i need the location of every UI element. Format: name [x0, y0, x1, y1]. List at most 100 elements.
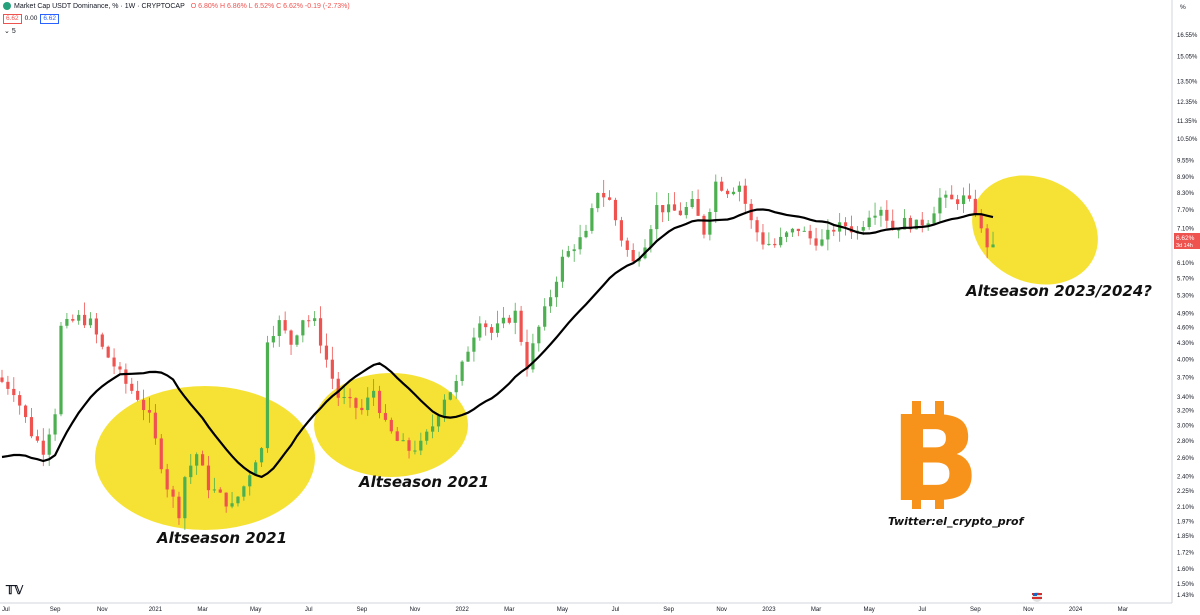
candle-body [501, 317, 506, 324]
candle-body [12, 388, 16, 396]
candle-body [377, 390, 382, 414]
candle-body [708, 211, 712, 235]
candle-body [885, 209, 889, 221]
candle-body [289, 330, 293, 345]
buy-price-box[interactable]: 6.62 [40, 14, 59, 24]
candle-body [478, 323, 482, 338]
candle-body [330, 359, 334, 379]
candle-body [94, 318, 98, 335]
candle-body [71, 318, 75, 321]
candle-body [549, 297, 553, 307]
price-tick-label: 1.60% [1177, 567, 1195, 573]
candle-body [183, 477, 187, 519]
candle-body [843, 222, 848, 227]
candle-body [401, 440, 405, 442]
candle-body [29, 417, 34, 437]
time-axis: Jul Sep Nov 2021 Mar May Jul Sep Nov 2022 Mar May Ju… [0, 602, 1172, 613]
candle-body [761, 232, 765, 245]
candle-body [431, 426, 435, 432]
candle-body [236, 496, 240, 504]
candle-body [472, 337, 476, 352]
time-tick-label: Jul [918, 607, 926, 613]
candle-body [578, 237, 582, 250]
candle-body [136, 390, 140, 400]
candle-body [820, 239, 824, 246]
annotation-altseason-2023: Altseason 2023/2024? [966, 282, 1152, 300]
candle-body [35, 436, 39, 441]
candle-body [602, 192, 606, 198]
candle-body [531, 343, 535, 370]
candle-body [277, 320, 281, 337]
price-tick-label: 1.97% [1177, 520, 1195, 526]
candle-body [773, 243, 777, 246]
candle-body [259, 448, 264, 463]
price-axis: % 16.55% 15.05% 13.50% 12.35% 11.35% 10.50% 9.5… [1171, 0, 1198, 603]
price-tick-label: 8.30% [1177, 191, 1195, 197]
time-tick-label: Nov [716, 607, 727, 613]
time-tick-label: May [863, 607, 874, 613]
candle-body [454, 381, 458, 393]
candle-body [991, 244, 995, 248]
candle-body [932, 213, 936, 224]
chart-title: Market Cap USDT Dominance, % · 1W · CRYP… [14, 2, 185, 10]
candle-body [271, 336, 275, 343]
candle-body [720, 181, 724, 191]
candle-body [82, 314, 87, 326]
candle-body [566, 251, 570, 257]
candle-body [18, 395, 22, 406]
candle-body [607, 197, 612, 200]
candle-body [318, 318, 323, 346]
candle-body [666, 204, 671, 213]
candle-body [725, 190, 730, 195]
price-tick-label: 2.60% [1177, 456, 1195, 462]
price-tick-label: 3.00% [1177, 423, 1195, 429]
candle-body [147, 410, 152, 413]
candle-body [159, 438, 163, 470]
time-tick-label: May [250, 607, 261, 613]
price-row: 6.62 0.00 6.62 [3, 14, 59, 24]
candle-body [507, 317, 511, 323]
candle-body [985, 228, 989, 248]
candle-body [171, 489, 175, 497]
candle-body [354, 398, 358, 408]
price-tick-label: 1.85% [1177, 534, 1195, 540]
sell-price-box[interactable]: 6.62 [3, 14, 22, 24]
candle-body [731, 191, 736, 195]
chart-header: Market Cap USDT Dominance, % · 1W · CRYP… [0, 0, 350, 12]
candle-body [372, 390, 376, 398]
candle-body [177, 496, 181, 519]
price-tick-label: 4.60% [1177, 326, 1195, 332]
indicator-row[interactable]: ⌄ 5 [4, 27, 16, 35]
candle-body [684, 207, 688, 216]
candle-body [802, 230, 806, 232]
candle-body [41, 440, 45, 455]
price-tick-label: 1.50% [1177, 582, 1195, 588]
candle-body [690, 198, 694, 208]
price-tick-label: 4.90% [1177, 311, 1195, 317]
candle-body [106, 346, 110, 358]
chevron-down-icon[interactable]: ⌄ [4, 28, 10, 35]
candle-body [879, 209, 883, 216]
candle-body [743, 185, 747, 204]
candle-body [490, 327, 494, 333]
candle-body [165, 469, 169, 490]
candle-body [206, 465, 211, 491]
candle-body [495, 323, 500, 333]
candle-body [100, 334, 104, 347]
price-tick-label: 9.55% [1177, 159, 1195, 165]
candle-body [678, 210, 682, 216]
candle-body [702, 215, 706, 235]
candle-body [596, 192, 600, 209]
candle-body [124, 369, 128, 384]
candle-body [779, 236, 783, 246]
moving-average-line [1, 208, 994, 479]
candle-body [631, 249, 635, 262]
price-axis-unit: % [1180, 4, 1186, 11]
candle-body [737, 185, 741, 192]
candle-body [672, 204, 677, 211]
candle-body [938, 197, 942, 214]
candle-body [655, 205, 659, 230]
price-tick-label: 3.20% [1177, 409, 1195, 415]
candle-body [366, 397, 370, 411]
